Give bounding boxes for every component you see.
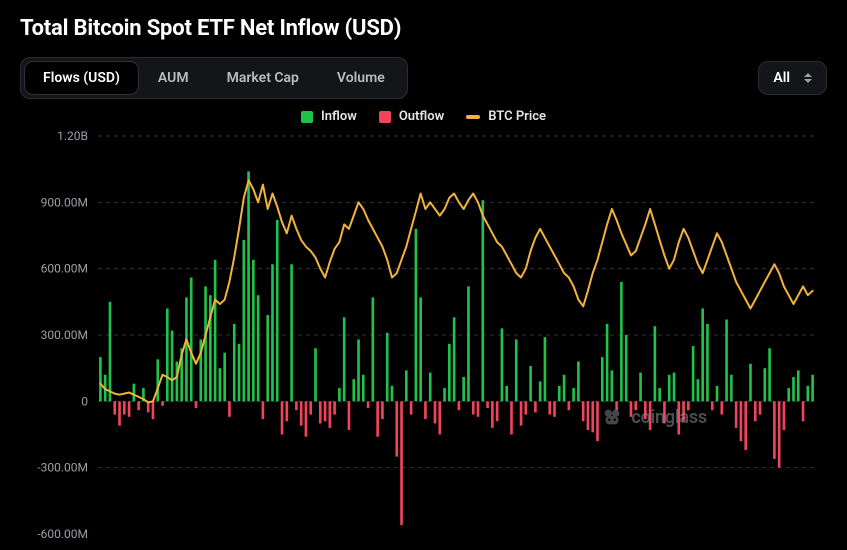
range-select[interactable]: All bbox=[758, 61, 827, 95]
square-icon bbox=[379, 111, 391, 123]
tab-aum[interactable]: AUM bbox=[140, 62, 207, 94]
chart-legend: Inflow Outflow BTC Price bbox=[20, 109, 827, 124]
tab-volume[interactable]: Volume bbox=[319, 62, 403, 94]
chart-svg: -600.00M -300.00M 0 300.00M 600.00M 900.00M 1.… bbox=[20, 128, 827, 548]
svg-text:-600.00M: -600.00M bbox=[37, 527, 88, 541]
legend-outflow[interactable]: Outflow bbox=[379, 109, 444, 124]
legend-btcprice[interactable]: BTC Price bbox=[466, 109, 546, 124]
svg-text:300.00M: 300.00M bbox=[41, 328, 88, 342]
updown-icon bbox=[804, 73, 812, 83]
svg-text:600.00M: 600.00M bbox=[41, 262, 88, 276]
tab-mcap[interactable]: Market Cap bbox=[209, 62, 317, 94]
svg-text:0: 0 bbox=[81, 394, 88, 408]
line-icon bbox=[466, 115, 480, 119]
page-title: Total Bitcoin Spot ETF Net Inflow (USD) bbox=[20, 16, 827, 41]
legend-label: BTC Price bbox=[488, 109, 546, 124]
legend-inflow[interactable]: Inflow bbox=[301, 109, 357, 124]
metric-tabs: Flows (USD)AUMMarket CapVolume bbox=[20, 57, 408, 99]
chart: -600.00M -300.00M 0 300.00M 600.00M 900.00M 1.… bbox=[20, 128, 827, 548]
range-label: All bbox=[773, 70, 790, 86]
legend-label: Outflow bbox=[399, 109, 444, 124]
tab-flows[interactable]: Flows (USD) bbox=[25, 62, 138, 94]
controls-row: Flows (USD)AUMMarket CapVolume All bbox=[20, 57, 827, 99]
svg-text:1.20B: 1.20B bbox=[57, 129, 88, 143]
legend-label: Inflow bbox=[321, 109, 357, 124]
svg-text:-300.00M: -300.00M bbox=[37, 461, 88, 475]
square-icon bbox=[301, 111, 313, 123]
svg-text:900.00M: 900.00M bbox=[41, 195, 88, 209]
